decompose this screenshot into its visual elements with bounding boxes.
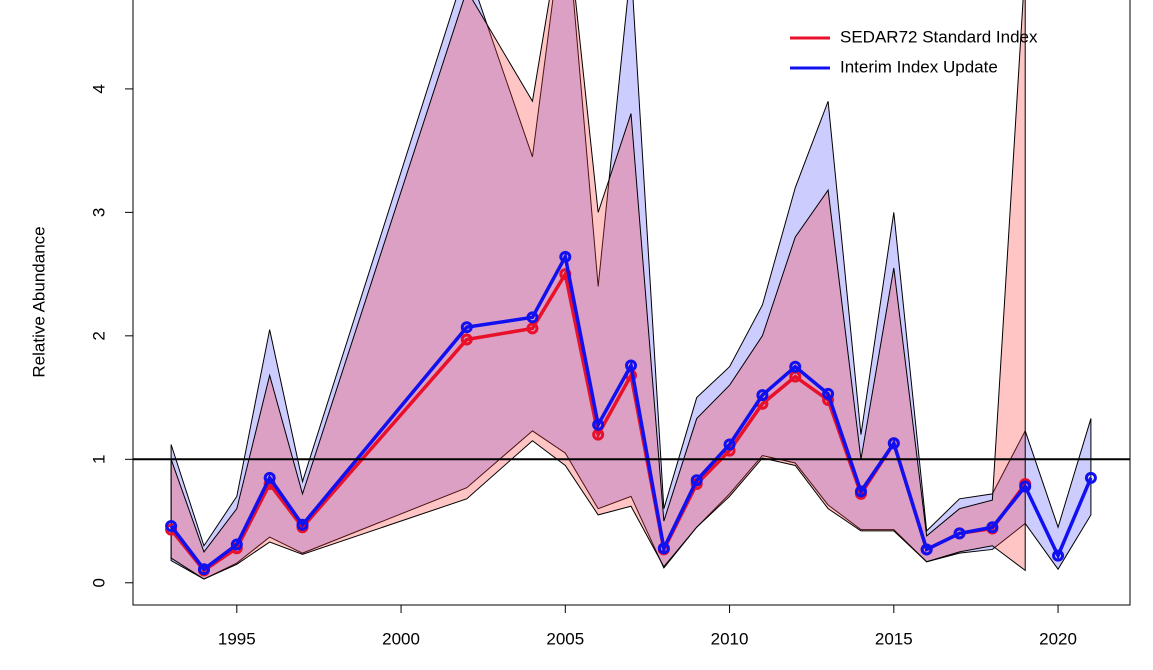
data-point <box>920 543 933 556</box>
data-point <box>690 474 703 487</box>
data-point <box>526 311 539 324</box>
y-tick-label: 2 <box>89 331 108 340</box>
data-point <box>657 542 670 555</box>
data-point <box>723 438 736 451</box>
data-point <box>559 250 572 263</box>
data-point <box>460 333 473 346</box>
legend-label: SEDAR72 Standard Index <box>840 27 1038 46</box>
x-tick-label: 2020 <box>1039 629 1077 648</box>
data-point <box>263 471 276 484</box>
legend-label: Interim Index Update <box>840 57 998 76</box>
data-point <box>625 359 638 372</box>
confidence-band <box>170 0 1092 580</box>
plot-frame <box>132 0 1131 606</box>
y-tick-label: 3 <box>89 208 108 217</box>
data-point <box>1019 480 1032 493</box>
data-point <box>165 519 178 532</box>
data-point <box>460 321 473 334</box>
data-point <box>592 418 605 431</box>
x-tick-label: 2015 <box>875 629 913 648</box>
x-tick-label: 1995 <box>218 629 256 648</box>
data-point <box>1052 549 1065 562</box>
x-tick-label: 2000 <box>382 629 420 648</box>
data-point <box>296 518 309 531</box>
y-tick-label: 4 <box>89 84 108 93</box>
data-point <box>887 437 900 450</box>
data-point <box>953 527 966 540</box>
data-point <box>789 360 802 373</box>
data-point <box>756 389 769 402</box>
x-tick-label: 2005 <box>546 629 584 648</box>
data-point <box>197 563 210 576</box>
y-axis-label: Relative Abundance <box>29 226 48 377</box>
data-point <box>1084 471 1097 484</box>
y-tick-label: 1 <box>89 455 108 464</box>
data-point <box>230 538 243 551</box>
y-tick-label: 0 <box>89 578 108 587</box>
plot-area <box>165 0 1097 580</box>
data-point <box>526 322 539 335</box>
data-point <box>986 521 999 534</box>
x-tick-label: 2010 <box>711 629 749 648</box>
data-point <box>822 387 835 400</box>
data-point <box>854 485 867 498</box>
